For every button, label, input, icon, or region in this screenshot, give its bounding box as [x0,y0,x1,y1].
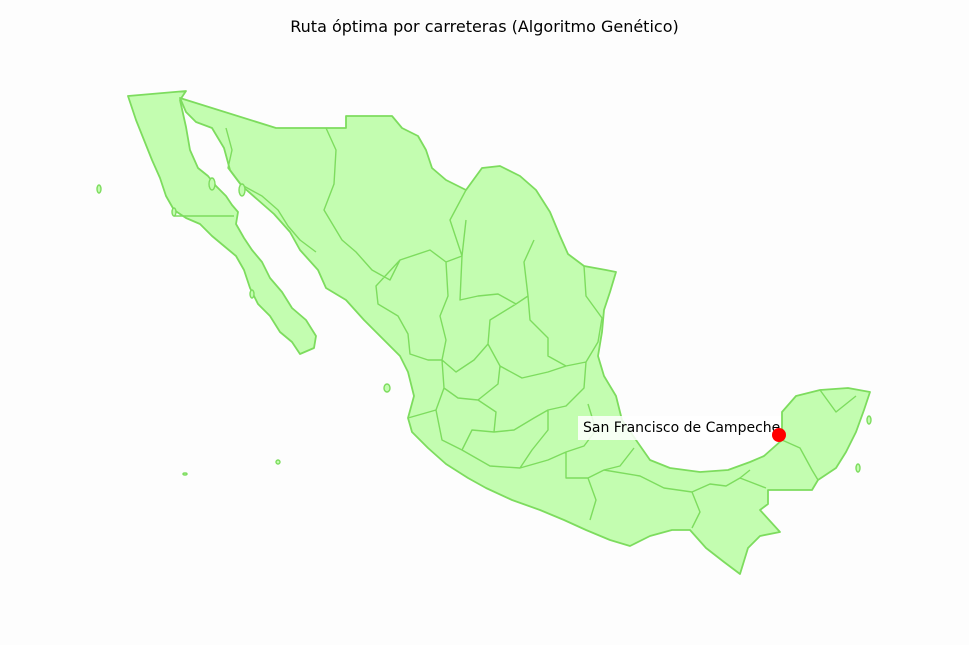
island [171,207,177,217]
island [275,459,281,465]
mainland-mexico [179,97,871,575]
island [866,415,872,425]
island [249,289,255,299]
state-borders [174,127,857,529]
island [383,383,391,393]
island [238,183,246,197]
city-label-background [578,416,781,440]
island [208,177,216,191]
island [182,472,188,476]
city-label: San Francisco de Campeche [583,420,780,436]
island [96,184,102,194]
map-title: Ruta óptima por carreteras (Algoritmo Ge… [290,17,679,36]
island [855,463,861,473]
city-marker[interactable] [772,428,786,442]
